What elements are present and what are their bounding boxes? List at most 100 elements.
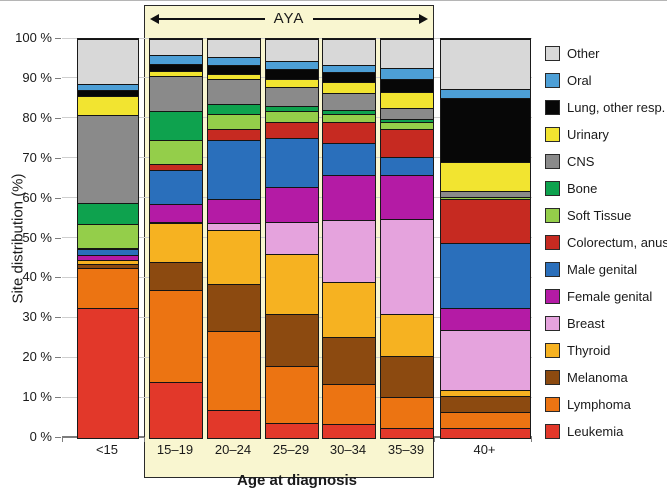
y-axis-tick [55, 157, 61, 159]
segment-breast-40 [441, 330, 530, 391]
segment-soft-tissue-30-34 [323, 114, 375, 122]
segment-lymphoma-40 [441, 412, 530, 429]
segment-other-25-29 [266, 39, 318, 61]
segment-female-genital-15-19 [150, 203, 202, 223]
legend-item-melanoma: Melanoma [545, 368, 628, 386]
segment-thyroid-30-34 [323, 281, 375, 338]
segment-lymphoma-15-19 [150, 290, 202, 383]
x-axis-title: Age at diagnosis [236, 472, 358, 489]
y-tick-label: 20 % [22, 349, 52, 365]
legend-label: Breast [567, 315, 605, 331]
segment-female-genital-30-34 [323, 175, 375, 221]
segment-other-30-34 [323, 39, 375, 65]
legend-item-male-genital: Male genital [545, 260, 637, 278]
arrow-line [313, 17, 420, 20]
segment-urinary-25-29 [266, 78, 318, 88]
bar-30-34 [322, 38, 376, 439]
x-category-label-40: 40+ [473, 442, 496, 457]
legend-label: Female genital [567, 288, 653, 304]
legend-swatch-colorectum-anus [545, 234, 560, 250]
y-tick-label: 90 % [22, 69, 52, 85]
segment-male-genital-15 [78, 248, 138, 255]
arrow-left-icon [150, 13, 159, 24]
x-category-label-25-29: 25–29 [272, 442, 310, 457]
segment-thyroid-25-29 [266, 254, 318, 314]
x-category-label-30-34: 30–34 [329, 442, 367, 457]
legend-label: CNS [567, 153, 595, 169]
segment-breast-15-19 [150, 221, 202, 223]
segment-leukemia-15 [78, 308, 138, 438]
y-axis-tick [55, 38, 61, 39]
segment-bone-15-19 [150, 111, 202, 141]
legend-item-bone: Bone [545, 179, 597, 197]
y-tick-label: 0 % [29, 429, 52, 444]
segment-breast-20-24 [208, 222, 260, 230]
legend-item-urinary: Urinary [545, 125, 609, 143]
segment-urinary-35-39 [381, 92, 433, 109]
legend-swatch-breast [545, 315, 560, 331]
segment-melanoma-20-24 [208, 284, 260, 331]
bar-15-19 [149, 38, 203, 439]
y-tick-label: 50 % [22, 229, 52, 245]
y-tick-label: 30 % [22, 309, 52, 325]
segment-melanoma-40 [441, 396, 530, 413]
segment-bone-15 [78, 202, 138, 224]
segment-male-genital-15-19 [150, 170, 202, 204]
segment-lung-other-resp-35-39 [381, 79, 433, 93]
segment-oral-35-39 [381, 67, 433, 80]
segment-urinary-15-19 [150, 71, 202, 77]
segment-leukemia-15-19 [150, 382, 202, 438]
segment-oral-20-24 [208, 56, 260, 65]
segment-colorectum-anus-15 [78, 247, 138, 249]
y-axis-tick [55, 277, 61, 279]
segment-soft-tissue-15 [78, 223, 138, 248]
segment-melanoma-15-19 [150, 262, 202, 291]
segment-lung-other-resp-40 [441, 97, 530, 162]
segment-urinary-30-34 [323, 81, 375, 93]
segment-oral-25-29 [266, 60, 318, 69]
segment-colorectum-anus-20-24 [208, 128, 260, 141]
segment-lung-other-resp-15 [78, 89, 138, 97]
legend-swatch-male-genital [545, 261, 560, 277]
segment-other-15 [78, 39, 138, 85]
y-axis-tick [55, 197, 61, 199]
segment-colorectum-anus-35-39 [381, 129, 433, 157]
segment-thyroid-15 [78, 260, 138, 265]
legend-swatch-female-genital [545, 288, 560, 304]
segment-urinary-15 [78, 96, 138, 115]
y-axis-title: Site distribution (%) [9, 173, 27, 304]
legend-item-lymphoma: Lymphoma [545, 395, 631, 413]
legend-swatch-other [545, 45, 560, 61]
segment-thyroid-15-19 [150, 222, 202, 263]
segment-female-genital-25-29 [266, 186, 318, 222]
segment-bone-40 [441, 196, 530, 198]
y-tick-label: 40 % [22, 269, 52, 285]
segment-cns-15-19 [150, 76, 202, 112]
x-category-label-15-19: 15–19 [156, 442, 194, 457]
y-tick-label: 60 % [22, 189, 52, 205]
segment-other-35-39 [381, 39, 433, 68]
segment-other-20-24 [208, 39, 260, 57]
segment-leukemia-35-39 [381, 428, 433, 438]
segment-lymphoma-20-24 [208, 330, 260, 411]
segment-oral-15 [78, 84, 138, 90]
segment-cns-30-34 [323, 92, 375, 110]
segment-soft-tissue-25-29 [266, 111, 318, 122]
segment-lymphoma-30-34 [323, 383, 375, 425]
segment-lung-other-resp-20-24 [208, 64, 260, 75]
segment-lung-other-resp-25-29 [266, 68, 318, 79]
legend-item-colorectum-anus: Colorectum, anus [545, 233, 667, 251]
y-axis-tick [55, 397, 61, 399]
segment-urinary-40 [441, 161, 530, 192]
segment-male-genital-40 [441, 242, 530, 309]
segment-lymphoma-35-39 [381, 396, 433, 429]
legend-label: Lung, other resp. [567, 99, 666, 115]
segment-lymphoma-15 [78, 268, 138, 309]
legend-swatch-soft-tissue [545, 207, 560, 223]
arrow-line [159, 17, 265, 20]
arrow-right-icon [419, 13, 429, 24]
legend-item-breast: Breast [545, 314, 605, 332]
legend-swatch-oral [545, 72, 560, 88]
legend-label: Lymphoma [567, 396, 631, 412]
segment-colorectum-anus-40 [441, 198, 530, 243]
